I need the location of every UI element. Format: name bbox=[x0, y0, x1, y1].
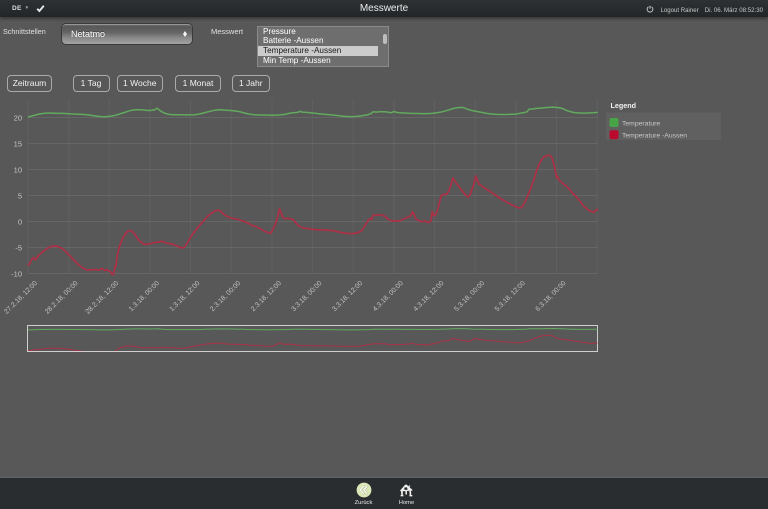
svg-text:-5: -5 bbox=[15, 244, 22, 253]
svg-text:28.2.18, 12:00: 28.2.18, 12:00 bbox=[85, 280, 121, 316]
svg-text:4.3.18, 12:00: 4.3.18, 12:00 bbox=[413, 280, 446, 313]
svg-text:Temperature: Temperature bbox=[622, 120, 660, 127]
svg-text:6.3.18, 00:00: 6.3.18, 00:00 bbox=[535, 280, 568, 313]
svg-text:3.3.18, 00:00: 3.3.18, 00:00 bbox=[291, 280, 324, 313]
svg-text:2.3.18, 00:00: 2.3.18, 00:00 bbox=[209, 280, 242, 313]
svg-text:4.3.18, 00:00: 4.3.18, 00:00 bbox=[372, 280, 405, 313]
svg-text:2.3.18, 12:00: 2.3.18, 12:00 bbox=[250, 280, 283, 313]
svg-text:5: 5 bbox=[18, 192, 22, 201]
svg-text:0: 0 bbox=[18, 218, 22, 227]
svg-text:10: 10 bbox=[14, 166, 22, 175]
svg-text:Temperature -Aussen: Temperature -Aussen bbox=[622, 133, 687, 140]
svg-text:1.3.18, 00:00: 1.3.18, 00:00 bbox=[128, 280, 161, 313]
svg-text:5.3.18, 00:00: 5.3.18, 00:00 bbox=[453, 280, 486, 313]
svg-text:20: 20 bbox=[14, 114, 22, 123]
svg-text:1.3.18, 12:00: 1.3.18, 12:00 bbox=[169, 280, 202, 313]
svg-text:28.2.18, 00:00: 28.2.18, 00:00 bbox=[44, 280, 80, 316]
svg-text:5.3.18, 12:00: 5.3.18, 12:00 bbox=[494, 280, 527, 313]
svg-text:3.3.18, 12:00: 3.3.18, 12:00 bbox=[331, 280, 364, 313]
svg-text:27.2.18, 12:00: 27.2.18, 12:00 bbox=[3, 280, 39, 316]
svg-text:-10: -10 bbox=[11, 270, 22, 279]
svg-text:15: 15 bbox=[14, 140, 22, 149]
svg-text:Legend: Legend bbox=[611, 101, 637, 110]
